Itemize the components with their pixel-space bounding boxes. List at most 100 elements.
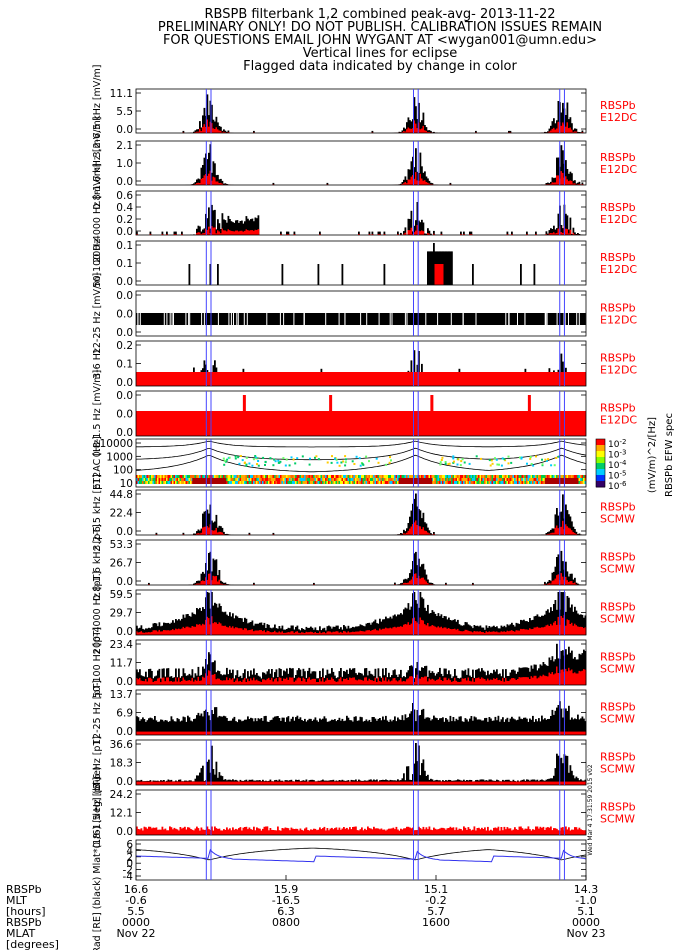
panel-ylabel: 12-25 Hz [mV/m]	[92, 273, 103, 354]
spec-pixel	[554, 464, 556, 466]
data-gap	[140, 313, 141, 325]
spec-pixel	[445, 463, 447, 465]
data-gap	[576, 313, 577, 325]
spec-pixel	[246, 457, 248, 459]
spec-pixel	[315, 455, 317, 457]
spec-pixel	[445, 461, 447, 463]
panel-tick-label: 100	[113, 465, 133, 477]
data-gap	[137, 313, 138, 325]
panel-instrument-label: E12DC	[600, 263, 637, 276]
data-bar	[342, 264, 344, 285]
data-gap	[204, 313, 205, 325]
spec-pixel	[240, 455, 242, 457]
spec-pixel	[286, 459, 288, 461]
panel-data	[136, 313, 587, 325]
panel-tick-label: 1000	[106, 451, 133, 463]
spec-pixel	[245, 465, 247, 467]
data-flagged-spike	[329, 395, 332, 413]
data-gap	[339, 313, 340, 325]
spec-pixel	[223, 458, 225, 460]
spec-pixel	[526, 463, 528, 465]
spec-pixel	[289, 464, 291, 466]
spec-pixel	[278, 462, 280, 464]
spec-pixel	[334, 458, 336, 460]
spec-pixel	[542, 463, 544, 465]
panel-tick-label: 0.0	[116, 327, 133, 339]
spec-pixel	[302, 455, 304, 457]
panel-tick-label: 0.0	[116, 124, 133, 136]
spec-pixel	[496, 459, 498, 461]
data-gap	[476, 313, 477, 325]
spec-pixel	[327, 462, 329, 464]
panel-tick-label: 5.5	[116, 106, 133, 118]
spec-pixel	[269, 457, 271, 459]
spec-pixel	[229, 457, 231, 459]
panel-data	[156, 494, 587, 536]
panel-tick-label: 0.0	[116, 390, 133, 402]
panel-tick-label: 0.0	[116, 526, 133, 538]
spec-pixel	[365, 456, 367, 458]
spec-pixel	[389, 456, 391, 458]
panel-instrument-label: SCMW	[600, 513, 635, 526]
spec-pixel	[223, 464, 225, 466]
spec-pixel	[535, 455, 537, 457]
spec-pixel	[390, 459, 392, 461]
panel-instrument-label: E12DC	[600, 213, 637, 226]
data-gap	[189, 313, 190, 325]
panel-tick-label: 0.0	[116, 226, 133, 238]
data-bar	[451, 251, 453, 285]
panel-tick-label: 29.7	[110, 608, 133, 620]
spec-pixel	[496, 464, 498, 466]
panel-tick-label: 0.2	[116, 340, 133, 352]
data-gap	[170, 313, 171, 325]
panel-data	[148, 551, 586, 585]
data-bar-flagged	[258, 229, 260, 235]
spec-block	[192, 478, 226, 484]
panel-tick-label: 0.0	[116, 276, 133, 288]
spec-block	[399, 478, 433, 484]
panel-tick-label: 0.1	[116, 359, 133, 371]
spec-pixel	[530, 456, 532, 458]
panel-data	[136, 202, 585, 235]
spec-pixel	[344, 464, 346, 466]
panel-tick-label: 0.1	[116, 258, 133, 270]
spec-pixel	[224, 460, 226, 462]
data-gap	[172, 313, 173, 325]
panel-data	[189, 243, 536, 285]
spec-pixel	[452, 455, 454, 457]
spec-pixel	[439, 464, 441, 466]
spec-pixel	[309, 464, 311, 466]
spec-pixel	[309, 458, 311, 460]
spec-pixel	[389, 462, 391, 464]
spec-pixel	[508, 456, 510, 458]
spec-pixel	[294, 462, 296, 464]
panel-instrument-label: E12DC	[600, 314, 637, 327]
panel-tick-label: 0.0	[116, 309, 133, 321]
data-gap	[244, 313, 245, 325]
panel-instrument-label: E12DC	[600, 414, 637, 427]
spec-pixel	[541, 459, 543, 461]
spec-pixel	[277, 460, 279, 462]
spec-pixel	[480, 458, 482, 460]
data-gap	[188, 313, 189, 325]
spec-pixel	[226, 459, 228, 461]
spec-pixel	[476, 455, 478, 457]
data-gap	[231, 313, 232, 325]
spec-pixel	[262, 457, 264, 459]
spec-pixel	[460, 464, 462, 466]
spec-pixel	[385, 464, 387, 466]
data-gap	[345, 313, 346, 325]
data-bar	[189, 264, 191, 285]
panel-tick-label: 0.1	[116, 240, 133, 252]
spec-pixel	[256, 463, 258, 465]
spec-pixel	[237, 456, 239, 458]
panel-data	[183, 94, 587, 133]
data-gap	[568, 313, 569, 325]
spec-contour	[136, 448, 586, 460]
spec-pixel	[272, 464, 274, 466]
data-bar	[217, 264, 219, 285]
spec-pixel	[339, 465, 341, 467]
panel-instrument-label: SCMW	[600, 563, 635, 576]
